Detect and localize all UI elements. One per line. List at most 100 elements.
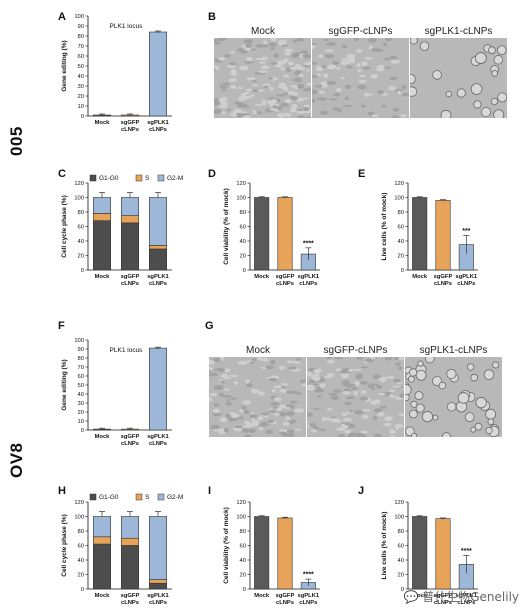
cell-blob [268, 42, 277, 47]
cell-blob [392, 378, 401, 383]
cell-blob [343, 425, 349, 429]
y-tick-label-e: 120 [394, 181, 404, 187]
y-tick-label-a: 90 [78, 24, 84, 30]
cell-blob [272, 406, 278, 409]
cell-blob [242, 105, 250, 108]
y-tick-label-h: 80 [78, 529, 84, 535]
y-tick-label-e: 20 [398, 254, 404, 260]
x-tick-label-j-0: Mock [412, 593, 428, 599]
cell-blob [294, 428, 303, 431]
cell-blob [491, 70, 499, 77]
cell-blob [497, 92, 507, 103]
cell-blob [312, 89, 318, 95]
cell-blob [417, 360, 424, 367]
cell-blob [291, 53, 300, 58]
cell-blob [229, 397, 238, 400]
cell-blob [327, 393, 338, 396]
bar-i-0 [254, 516, 270, 590]
cell-blob [214, 100, 220, 106]
micro-label-sgplk1: sgPLK1-cLNPs [424, 26, 493, 37]
cell-blob [301, 383, 306, 387]
cell-blob [307, 382, 312, 385]
cell-blob [223, 376, 232, 380]
y-tick-label-c: 100 [74, 196, 84, 202]
cell-blob [251, 89, 260, 92]
cell-blob [330, 418, 338, 423]
cell-blob [355, 49, 363, 53]
y-tick-label-d: 80 [240, 210, 246, 216]
cell-blob [360, 104, 366, 108]
y-tick-label-e: 100 [394, 196, 404, 202]
cell-blob [421, 411, 434, 423]
cell-blob [258, 61, 266, 64]
y-axis-label-e: Live cells (% of mock) [381, 193, 388, 261]
cell-blob [394, 357, 399, 361]
bar-h-g1g0-2 [149, 582, 167, 590]
cell-blob [289, 67, 299, 70]
x-tick-label-i-2: cLNPs [299, 600, 317, 606]
cell-blob [344, 401, 352, 406]
cell-blob [307, 387, 315, 391]
cell-blob [209, 360, 215, 365]
cell-blob [344, 96, 350, 101]
cell-blob [321, 65, 326, 69]
cell-blob [255, 44, 264, 48]
cell-blob [377, 90, 384, 95]
cell-blob [326, 80, 337, 85]
cell-blob [394, 424, 404, 428]
cell-blob [229, 85, 237, 89]
micro-label-mock: Mock [251, 26, 275, 37]
y-axis-label-a: Gene editing (%) [61, 40, 68, 91]
cell-blob [410, 86, 418, 97]
cell-blob [349, 383, 357, 387]
cell-blob [419, 41, 430, 51]
cell-blob [384, 376, 394, 379]
panel-letter-h: H [58, 485, 66, 497]
cell-blob [456, 88, 466, 98]
cell-blob [243, 434, 252, 437]
cell-blob [245, 383, 253, 388]
cell-blob [390, 435, 395, 437]
y-tick-label-d: 60 [240, 225, 246, 231]
cell-blob [376, 67, 385, 72]
panel-letter-d: D [208, 168, 216, 180]
cell-blob [493, 109, 505, 118]
x-tick-label-a-1: cLNPs [121, 127, 139, 133]
cell-blob [388, 86, 397, 91]
cell-blob [339, 369, 349, 374]
cell-blob [257, 89, 265, 92]
y-tick-label-d: 40 [240, 239, 246, 245]
cell-blob [249, 414, 258, 419]
cell-blob [319, 428, 327, 432]
cell-blob [311, 429, 318, 433]
cell-blob [287, 61, 295, 66]
y-tick-label-h: 40 [78, 558, 84, 564]
cell-blob [285, 406, 291, 410]
cell-blob [372, 383, 378, 386]
y-tick-label-f: 70 [78, 365, 84, 371]
cell-blob [344, 429, 352, 434]
cell-blob [278, 365, 286, 370]
cell-blob [464, 412, 475, 423]
x-tick-label-f-2: cLNPs [149, 441, 167, 447]
cell-blob [326, 42, 337, 46]
cell-blob [265, 429, 274, 435]
cell-blob [493, 55, 504, 65]
cell-blob [374, 408, 383, 413]
micro-image-sggfp-ov8 [307, 357, 404, 437]
cell-blob [353, 38, 359, 42]
legend-swatch-h-0 [89, 493, 97, 501]
x-tick-label-d-1: sgGFP [276, 274, 295, 280]
cell-blob [342, 105, 353, 108]
cell-blob [297, 115, 305, 118]
cell-blob [268, 419, 275, 423]
cell-blob [296, 83, 305, 89]
cell-blob [226, 65, 236, 69]
y-tick-label-h: 120 [74, 500, 84, 506]
panel-letter-e: E [358, 168, 365, 180]
cell-blob [326, 359, 335, 364]
cell-blob [370, 74, 378, 79]
cell-blob [324, 417, 331, 421]
cell-blob [318, 90, 326, 94]
